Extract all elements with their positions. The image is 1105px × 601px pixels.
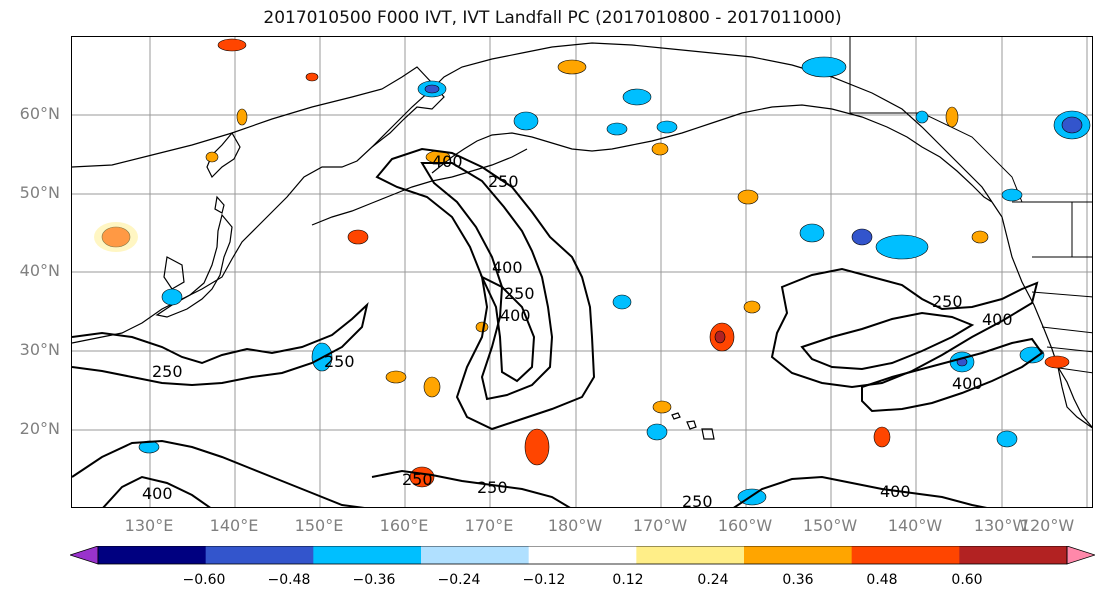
colorbar-segment [205, 546, 314, 564]
colorbar-tick-label: −0.36 [352, 572, 396, 588]
colorbar-tick-label: −0.48 [267, 572, 311, 588]
lat-label: 20°N [19, 419, 60, 438]
map-canvas: 400 250 400 250 400 250 250 400 400 250 … [72, 37, 1092, 508]
colorbar [70, 546, 1095, 565]
contour-label: 250 [324, 352, 355, 371]
colorbar-tick-label: 0.12 [612, 572, 644, 588]
lon-label: 160°E [379, 516, 429, 535]
contour-label: 250 [504, 284, 535, 303]
borders [849, 37, 1092, 374]
colorbar-segments [70, 546, 1095, 565]
colorbar-segment [744, 546, 853, 564]
colorbar-tick-label: −0.12 [522, 572, 566, 588]
ivt-contours [72, 147, 1044, 507]
contour-label: 250 [932, 292, 963, 311]
map-title: 2017010500 F000 IVT, IVT Landfall PC (20… [263, 8, 842, 28]
lat-label: 40°N [19, 261, 60, 280]
contour-label: 400 [142, 484, 173, 503]
colorbar-tick-label: 0.48 [866, 572, 898, 588]
contour-label: 250 [152, 362, 183, 381]
lon-label: 140°E [209, 516, 259, 535]
lon-label: 130°E [124, 516, 174, 535]
lon-label: 170°E [464, 516, 514, 535]
coastlines [72, 42, 1092, 440]
contour-label: 400 [952, 374, 983, 393]
contour-labels: 400 250 400 250 400 250 250 400 400 250 … [142, 152, 1013, 508]
contour-label: 250 [488, 172, 519, 191]
colorbar-segment [851, 546, 960, 564]
lat-label: 30°N [19, 340, 60, 359]
colorbar-segment [636, 546, 745, 564]
colorbar-outline [97, 546, 1068, 565]
colorbar-tick-label: −0.60 [182, 572, 226, 588]
lon-label: 160°W [717, 516, 773, 535]
colorbar-tick-label: −0.24 [437, 572, 481, 588]
contour-label: 250 [402, 470, 433, 489]
contour-label: 400 [432, 152, 463, 171]
map-panel: 400 250 400 250 400 250 250 400 400 250 … [71, 36, 1093, 508]
colorbar-segment [528, 546, 637, 564]
lon-label: 130°W [973, 516, 1029, 535]
contour-label: 400 [982, 310, 1013, 329]
colorbar-segment [421, 546, 530, 564]
lat-label: 50°N [19, 183, 60, 202]
colorbar-tick-label: 0.36 [782, 572, 814, 588]
colorbar-segment [959, 546, 1068, 564]
colorbar-segment [313, 546, 422, 564]
lon-label: 120°W [1019, 516, 1075, 535]
lon-label: 180°W [547, 516, 603, 535]
lon-label: 170°W [632, 516, 688, 535]
lon-label: 150°W [802, 516, 858, 535]
colorbar-tick-label: 0.24 [697, 572, 729, 588]
lat-label: 60°N [19, 104, 60, 123]
colorbar-extend-low [70, 546, 99, 565]
lon-label: 150°E [294, 516, 344, 535]
contour-label: 400 [880, 482, 911, 501]
lon-label: 140°W [887, 516, 943, 535]
colorbar-segment [98, 546, 207, 564]
colorbar-tick-label: 0.60 [951, 572, 983, 588]
contour-label: 250 [477, 478, 508, 497]
contour-label: 400 [492, 258, 523, 277]
graticule [72, 37, 1092, 507]
colorbar-extend-high [1066, 546, 1095, 565]
shaded-anomalies [94, 38, 1091, 506]
contour-label: 250 [682, 492, 713, 508]
contour-label: 400 [500, 306, 531, 325]
